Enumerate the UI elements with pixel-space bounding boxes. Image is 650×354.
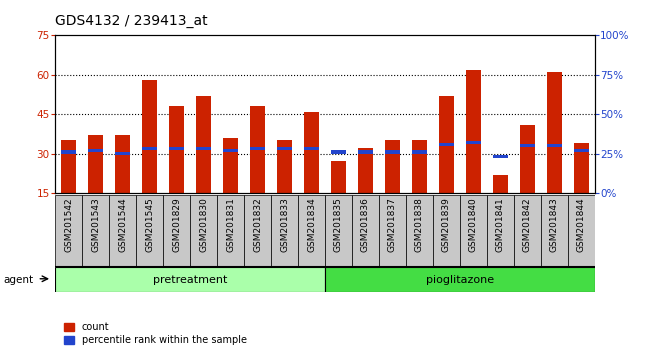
Bar xyxy=(358,148,373,193)
Bar xyxy=(88,135,103,193)
FancyBboxPatch shape xyxy=(190,195,217,267)
Bar xyxy=(385,150,400,154)
Bar xyxy=(250,106,265,193)
Text: GSM201838: GSM201838 xyxy=(415,197,424,252)
Bar xyxy=(466,69,481,193)
FancyBboxPatch shape xyxy=(271,195,298,267)
Bar xyxy=(520,125,535,193)
Bar xyxy=(439,96,454,193)
Bar xyxy=(358,150,373,154)
Bar xyxy=(439,143,454,146)
Text: GSM201836: GSM201836 xyxy=(361,197,370,252)
Bar xyxy=(88,149,103,152)
Bar xyxy=(196,147,211,150)
Bar xyxy=(115,152,130,155)
FancyBboxPatch shape xyxy=(514,195,541,267)
Bar xyxy=(196,96,211,193)
Bar xyxy=(493,175,508,193)
Text: GSM201844: GSM201844 xyxy=(577,197,586,251)
FancyBboxPatch shape xyxy=(136,195,163,267)
FancyBboxPatch shape xyxy=(244,195,271,267)
Bar xyxy=(223,149,238,152)
FancyBboxPatch shape xyxy=(541,195,568,267)
Text: GSM201839: GSM201839 xyxy=(442,197,451,252)
FancyBboxPatch shape xyxy=(325,195,352,267)
Bar xyxy=(142,147,157,150)
Bar xyxy=(304,112,319,193)
Text: GSM201831: GSM201831 xyxy=(226,197,235,252)
Bar xyxy=(142,80,157,193)
Text: pretreatment: pretreatment xyxy=(153,275,228,285)
Text: GSM201841: GSM201841 xyxy=(496,197,505,252)
Legend: count, percentile rank within the sample: count, percentile rank within the sample xyxy=(60,319,250,349)
Bar xyxy=(574,143,589,193)
Bar xyxy=(412,141,427,193)
Text: GSM201545: GSM201545 xyxy=(145,197,154,252)
Text: GSM201833: GSM201833 xyxy=(280,197,289,252)
Bar xyxy=(493,155,508,158)
FancyBboxPatch shape xyxy=(568,195,595,267)
FancyBboxPatch shape xyxy=(109,195,136,267)
FancyBboxPatch shape xyxy=(325,267,595,292)
Text: GSM201542: GSM201542 xyxy=(64,197,73,251)
Text: agent: agent xyxy=(3,275,33,285)
Text: GSM201842: GSM201842 xyxy=(523,197,532,251)
FancyBboxPatch shape xyxy=(163,195,190,267)
Text: GSM201843: GSM201843 xyxy=(550,197,559,252)
Bar xyxy=(520,144,535,147)
Text: GSM201543: GSM201543 xyxy=(91,197,100,252)
Text: GSM201829: GSM201829 xyxy=(172,197,181,252)
FancyBboxPatch shape xyxy=(460,195,487,267)
Bar xyxy=(277,147,292,150)
FancyBboxPatch shape xyxy=(433,195,460,267)
Bar xyxy=(61,141,76,193)
Text: GSM201832: GSM201832 xyxy=(253,197,262,252)
Bar xyxy=(547,144,562,147)
Text: GSM201835: GSM201835 xyxy=(334,197,343,252)
Bar xyxy=(466,141,481,144)
Bar xyxy=(223,138,238,193)
FancyBboxPatch shape xyxy=(379,195,406,267)
Bar xyxy=(169,106,184,193)
Bar xyxy=(277,141,292,193)
Bar xyxy=(61,150,76,154)
FancyBboxPatch shape xyxy=(55,267,325,292)
Bar xyxy=(574,149,589,152)
Text: GSM201840: GSM201840 xyxy=(469,197,478,252)
FancyBboxPatch shape xyxy=(298,195,325,267)
Text: GSM201834: GSM201834 xyxy=(307,197,316,252)
Bar xyxy=(385,141,400,193)
Bar xyxy=(547,72,562,193)
Bar xyxy=(250,147,265,150)
Bar xyxy=(169,147,184,150)
FancyBboxPatch shape xyxy=(55,195,82,267)
FancyBboxPatch shape xyxy=(406,195,433,267)
FancyBboxPatch shape xyxy=(82,195,109,267)
Bar xyxy=(412,150,427,154)
Bar xyxy=(304,147,319,150)
Text: GSM201544: GSM201544 xyxy=(118,197,127,251)
Text: GSM201830: GSM201830 xyxy=(199,197,208,252)
Bar xyxy=(115,135,130,193)
Text: GDS4132 / 239413_at: GDS4132 / 239413_at xyxy=(55,14,208,28)
Bar xyxy=(331,161,346,193)
Bar xyxy=(331,150,346,154)
Text: pioglitazone: pioglitazone xyxy=(426,275,494,285)
Text: GSM201837: GSM201837 xyxy=(388,197,397,252)
FancyBboxPatch shape xyxy=(487,195,514,267)
FancyBboxPatch shape xyxy=(217,195,244,267)
FancyBboxPatch shape xyxy=(352,195,379,267)
